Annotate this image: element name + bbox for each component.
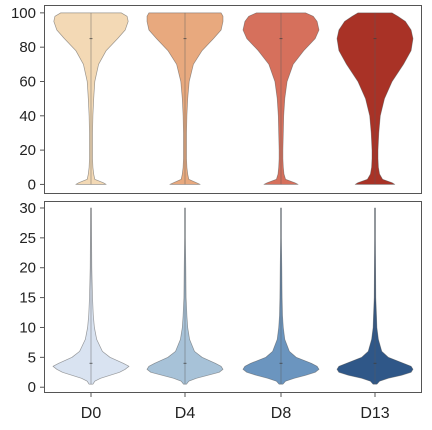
x-category-label-d13: D13 — [360, 405, 389, 422]
top-y-tick-label: 0 — [28, 176, 36, 193]
bottom-y-tick-label: 25 — [19, 230, 36, 247]
bottom-y-tick-label: 20 — [19, 260, 36, 277]
bottom-y-tick-label: 5 — [28, 349, 36, 366]
top-y-tick-label: 40 — [19, 108, 36, 125]
x-axis-category-labels: D0 D4 D8 D13 — [81, 392, 390, 422]
top-y-axis: 0 20 40 60 80 100 — [11, 5, 45, 193]
bottom-y-tick-label: 0 — [28, 379, 36, 396]
bottom-violins — [52, 207, 414, 385]
bottom-y-tick-label: 10 — [19, 319, 36, 336]
top-violins — [53, 12, 414, 185]
x-category-label-d4: D4 — [175, 405, 196, 422]
top-violin-panel: 0 20 40 60 80 100 — [11, 5, 422, 194]
x-category-label-d8: D8 — [271, 405, 292, 422]
bottom-y-tick-label: 30 — [19, 200, 36, 217]
top-y-tick-label: 100 — [11, 5, 36, 22]
top-y-tick-label: 60 — [19, 73, 36, 90]
bottom-y-tick-label: 15 — [19, 290, 36, 307]
top-panel-frame — [44, 5, 422, 194]
bottom-violin-panel: 0 5 10 15 20 25 30 D0 D4 D8 D13 — [19, 200, 422, 422]
x-category-label-d0: D0 — [81, 405, 102, 422]
top-y-tick-label: 80 — [19, 39, 36, 56]
bottom-y-axis: 0 5 10 15 20 25 30 — [19, 200, 45, 396]
bottom-panel-frame — [44, 201, 422, 393]
top-y-tick-label: 20 — [19, 142, 36, 159]
